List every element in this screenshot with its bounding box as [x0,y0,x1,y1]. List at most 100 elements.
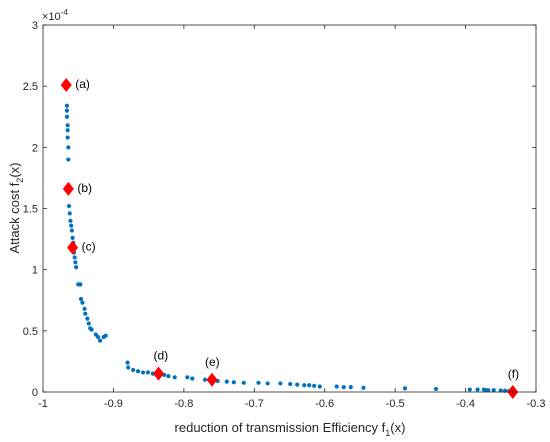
data-point [307,383,312,388]
data-point [241,380,246,385]
data-point [190,376,195,381]
data-point [486,388,491,393]
data-point [302,383,307,388]
y-multiplier-exponent: -4 [61,8,69,17]
data-point [67,211,72,216]
x-tick-label: -0.9 [104,398,123,410]
data-point [86,321,91,326]
y-tick-label: 3 [32,20,38,32]
data-point [402,386,408,391]
data-point [317,384,322,389]
data-point [68,218,73,223]
data-point [475,387,480,392]
y-tick-label: 0.5 [23,326,38,338]
data-point [172,375,177,380]
x-tick-label: -0.5 [386,398,405,410]
data-point [64,114,70,119]
y-axis-label-subscript: 2 [15,178,25,183]
data-point [69,223,74,228]
y-tick-label: 2.5 [23,81,38,93]
plot-area [43,25,536,392]
data-point [97,338,103,343]
data-point [85,316,90,321]
data-point [145,370,151,375]
data-point [80,300,85,305]
x-tick-label: -1 [38,398,48,410]
data-point [66,145,71,150]
data-point [89,327,94,332]
solution-label: (f) [508,367,519,381]
data-point [65,128,70,133]
data-point [433,386,439,392]
y-tick-label: 0 [32,387,38,399]
y-axis-ticks: 0 0.5 1 1.5 2 2.5 3 [23,20,536,399]
data-point [140,370,146,375]
data-point [231,380,236,385]
x-axis-label-tail: (x) [390,420,405,435]
solution-label: (c) [82,240,96,254]
y-tick-label: 1.5 [23,204,38,216]
data-point [131,367,136,373]
x-axis-label: reduction of transmission Efficiency f1(… [175,420,406,438]
data-point [72,255,77,260]
highlight-diamond [206,372,218,387]
data-point [467,387,472,392]
data-point [64,103,70,108]
y-tick-label: 1 [32,265,38,277]
data-point [78,296,84,302]
data-point [312,383,317,388]
y-tick-label: 2 [32,142,38,154]
highlight-diamond [60,77,72,92]
plot-background [43,25,536,392]
data-point [126,365,131,370]
x-tick-label: -0.7 [245,398,264,410]
data-point [361,385,366,390]
data-point [95,334,101,340]
data-point [73,260,78,265]
x-axis-label-subscript: 1 [385,428,390,438]
data-point [491,388,496,393]
data-point [348,385,353,390]
data-point [295,382,300,387]
data-point [224,379,229,384]
data-point [334,384,339,389]
x-tick-label: -0.3 [527,398,546,410]
data-point [256,380,261,385]
data-point [265,381,270,386]
data-point [69,228,74,233]
data-point [70,235,75,240]
data-point [135,369,141,374]
data-point [341,385,346,390]
solution-label: (d) [154,349,169,363]
data-point [185,375,190,380]
highlight-diamond [153,366,165,381]
data-point [125,360,130,365]
solution-labels: (a) (b) (c) (d) (e) (f) [75,77,519,381]
data-point [288,381,293,387]
x-tick-label: -0.6 [315,398,334,410]
solution-label: (a) [75,77,90,91]
x-tick-label: -0.8 [174,398,193,410]
data-point [66,203,72,209]
data-point [278,381,283,386]
data-point [78,282,83,287]
y-multiplier: ×10-4 [42,8,68,23]
data-point [498,388,503,393]
y-axis-label-tail: (x) [7,163,22,178]
data-point [64,108,70,113]
data-point [103,333,108,338]
data-point [166,373,171,379]
data-point [65,135,70,140]
solution-label: (b) [77,181,92,195]
data-point [83,311,88,316]
x-tick-label: -0.4 [456,398,475,410]
data-point [74,265,79,270]
data-point [202,377,208,382]
highlight-diamond [62,181,74,196]
highlight-diamond [67,240,79,255]
data-point [82,306,87,311]
y-axis-label: Attack cost f2(x) [7,163,25,254]
x-axis-ticks: -1 -0.9 -0.8 -0.7 -0.6 -0.5 -0.4 -0.3 [38,25,545,410]
data-point [66,157,71,162]
